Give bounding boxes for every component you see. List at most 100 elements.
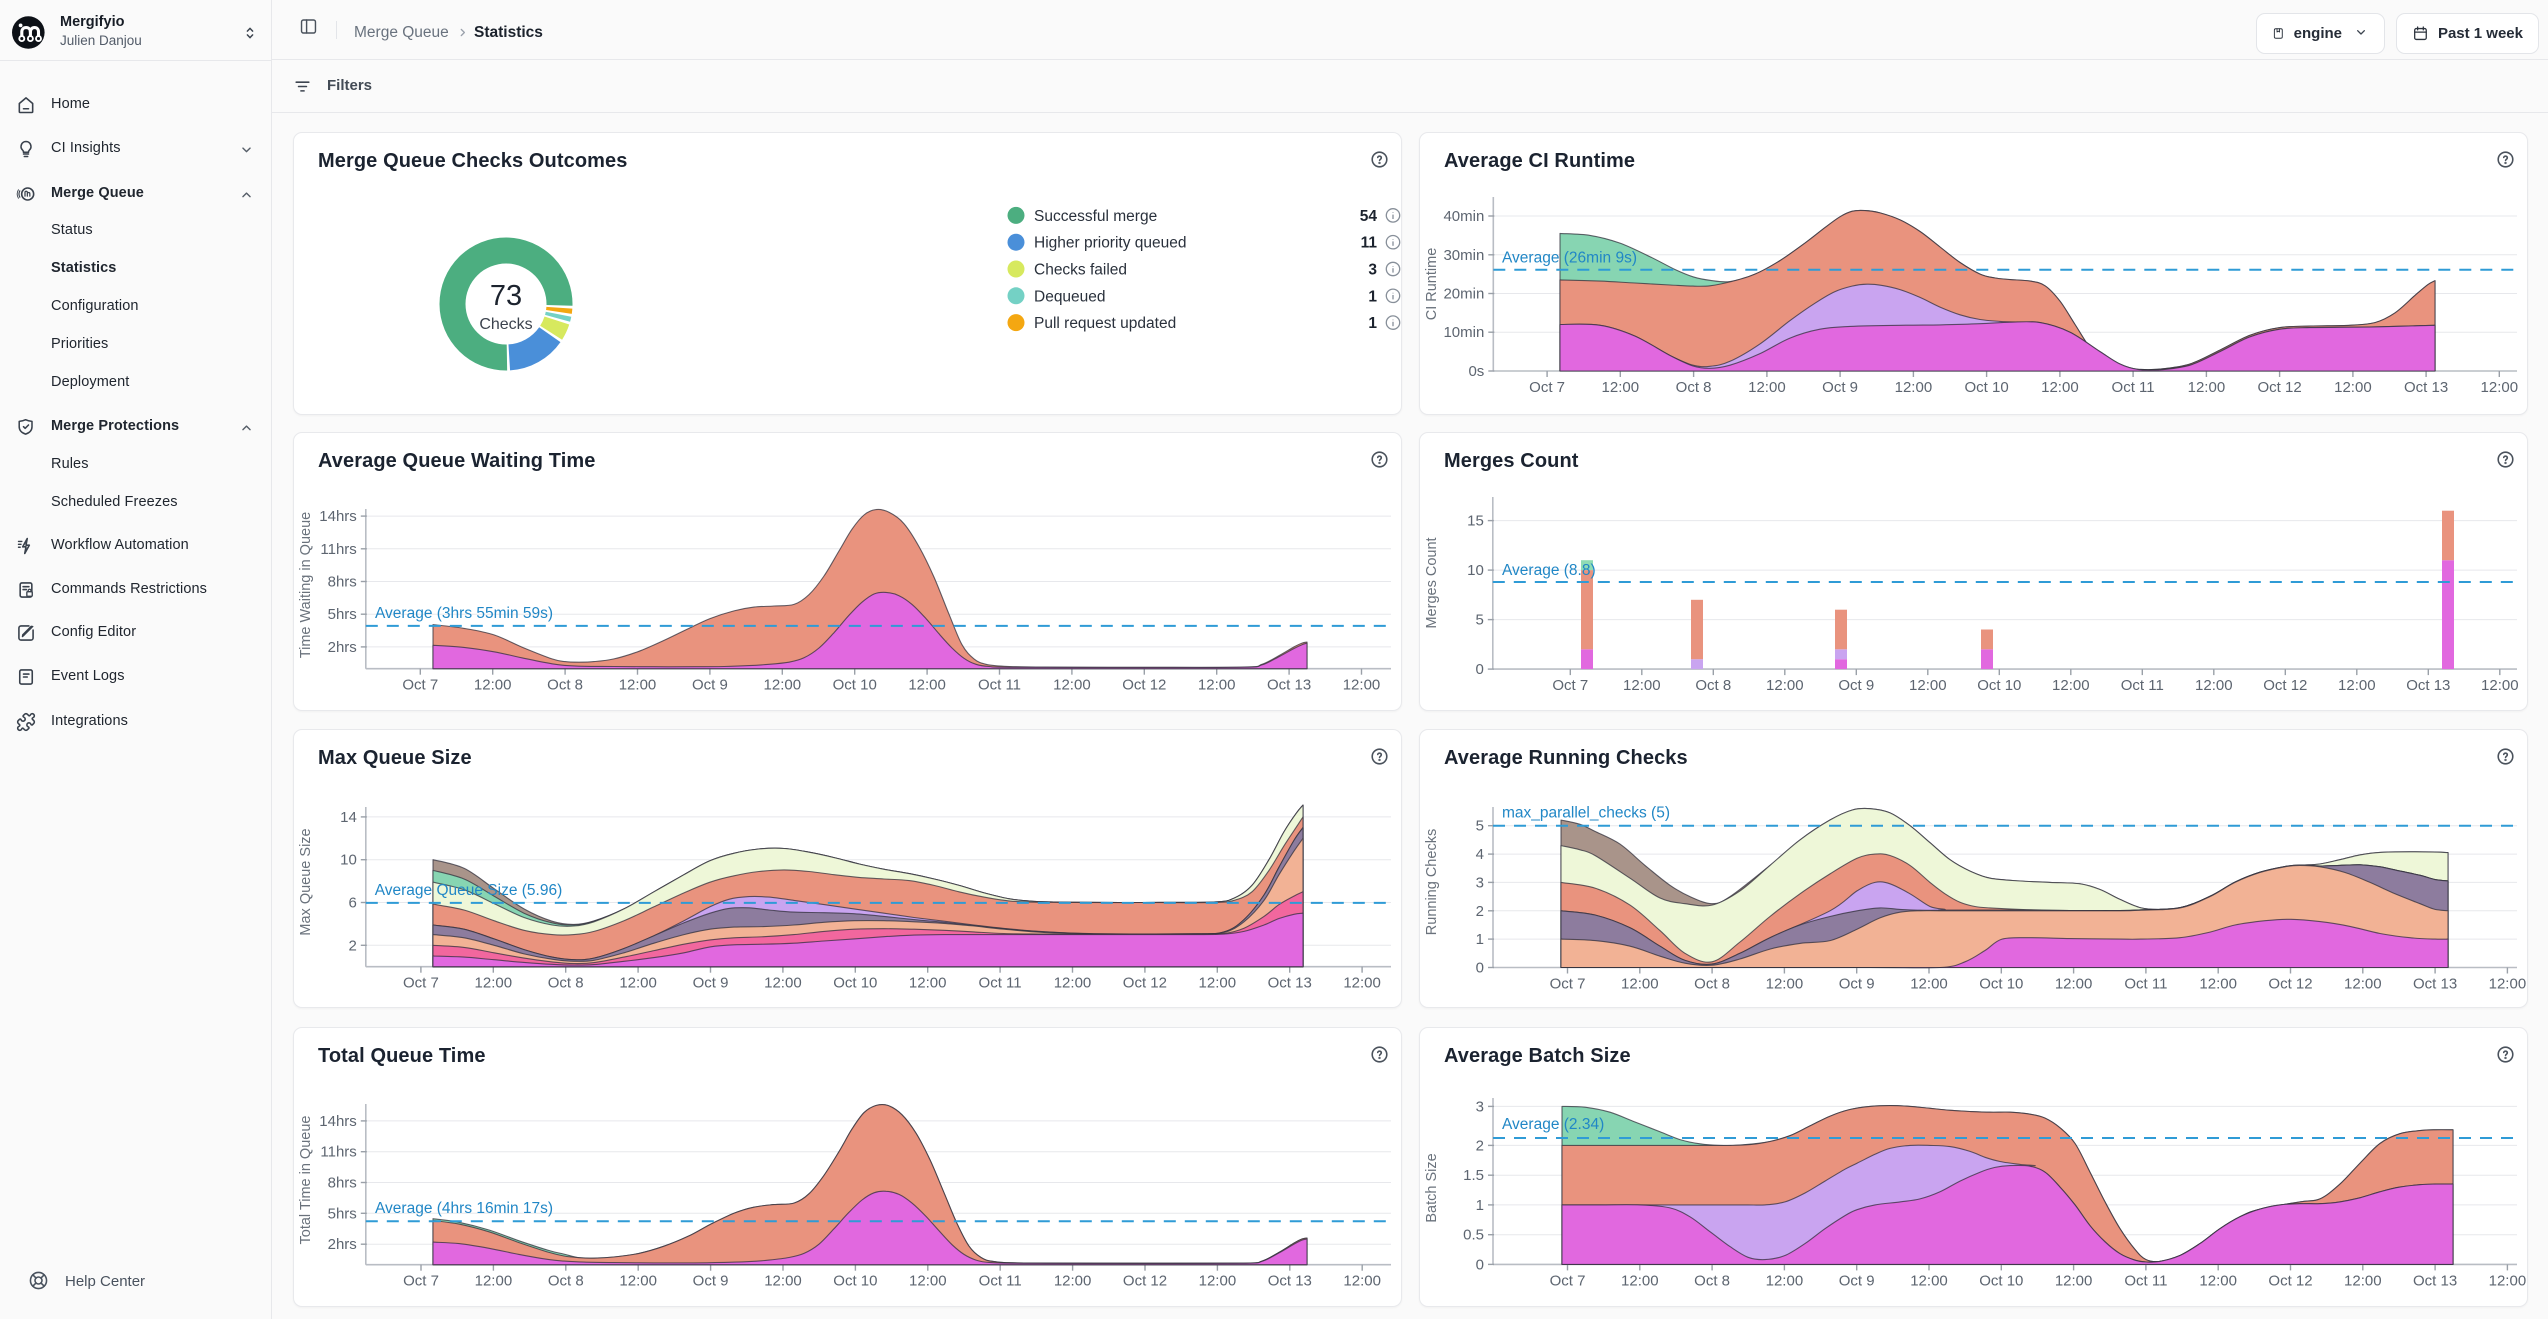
svg-text:10: 10	[340, 851, 357, 868]
svg-text:12:00: 12:00	[1766, 975, 1804, 992]
svg-text:12:00: 12:00	[1343, 974, 1381, 991]
svg-text:10: 10	[1467, 562, 1484, 579]
svg-text:3: 3	[1368, 262, 1377, 279]
svg-text:11hrs: 11hrs	[320, 1143, 356, 1160]
svg-text:Oct 13: Oct 13	[2413, 975, 2457, 992]
svg-text:Merges Count: Merges Count	[1424, 537, 1440, 628]
svg-text:Oct 11: Oct 11	[979, 974, 1022, 991]
svg-text:Oct 11: Oct 11	[2112, 379, 2155, 396]
svg-text:1: 1	[1368, 288, 1377, 305]
svg-text:12:00: 12:00	[908, 676, 946, 693]
svg-text:54: 54	[1360, 208, 1378, 225]
svg-text:20min: 20min	[1443, 286, 1484, 303]
svg-text:3: 3	[1476, 1098, 1484, 1115]
svg-text:Oct 8: Oct 8	[1694, 975, 1730, 992]
svg-text:12:00: 12:00	[2199, 1272, 2237, 1289]
svg-text:2hrs: 2hrs	[328, 638, 357, 655]
svg-text:12:00: 12:00	[909, 974, 947, 991]
svg-text:12:00: 12:00	[1766, 677, 1804, 694]
svg-text:Oct 11: Oct 11	[979, 1272, 1022, 1289]
svg-text:1.5: 1.5	[1463, 1167, 1484, 1184]
svg-text:Batch Size: Batch Size	[1424, 1153, 1440, 1222]
svg-text:8hrs: 8hrs	[328, 573, 357, 590]
svg-text:Oct 7: Oct 7	[1552, 677, 1588, 694]
svg-text:12:00: 12:00	[1766, 1272, 1804, 1289]
svg-text:Total Time in Queue: Total Time in Queue	[298, 1115, 314, 1244]
svg-text:Oct 10: Oct 10	[833, 676, 877, 693]
svg-text:Average (3hrs 55min 59s): Average (3hrs 55min 59s)	[375, 604, 553, 621]
svg-text:Oct 9: Oct 9	[1822, 379, 1858, 396]
svg-text:12:00: 12:00	[1053, 676, 1091, 693]
svg-text:12:00: 12:00	[1343, 676, 1381, 693]
svg-text:12:00: 12:00	[1623, 677, 1661, 694]
svg-text:73: 73	[490, 280, 522, 312]
svg-text:Oct 10: Oct 10	[1965, 379, 2009, 396]
svg-text:12:00: 12:00	[2199, 975, 2237, 992]
svg-text:11: 11	[1361, 235, 1378, 252]
svg-text:Oct 13: Oct 13	[1268, 1272, 1312, 1289]
svg-text:2: 2	[348, 937, 356, 954]
svg-text:Oct 7: Oct 7	[402, 676, 438, 693]
svg-text:Oct 8: Oct 8	[1695, 677, 1731, 694]
svg-text:Higher priority queued: Higher priority queued	[1034, 235, 1187, 252]
svg-text:Oct 8: Oct 8	[1694, 1272, 1730, 1289]
svg-text:Oct 10: Oct 10	[1979, 975, 2023, 992]
svg-text:12:00: 12:00	[1895, 379, 1933, 396]
svg-text:Oct 8: Oct 8	[548, 974, 584, 991]
svg-text:CI Runtime: CI Runtime	[1424, 248, 1440, 321]
svg-text:Oct 9: Oct 9	[693, 974, 729, 991]
svg-text:15: 15	[1467, 512, 1484, 529]
svg-text:1: 1	[1476, 931, 1484, 948]
svg-text:12:00: 12:00	[475, 1272, 513, 1289]
svg-text:Oct 13: Oct 13	[2413, 1272, 2457, 1289]
svg-text:12:00: 12:00	[2338, 677, 2376, 694]
svg-text:12:00: 12:00	[1621, 975, 1659, 992]
svg-text:Oct 7: Oct 7	[1550, 1272, 1586, 1289]
svg-text:12:00: 12:00	[2195, 677, 2233, 694]
svg-text:12:00: 12:00	[475, 974, 513, 991]
svg-text:12:00: 12:00	[1909, 677, 1947, 694]
svg-text:2: 2	[1476, 1137, 1484, 1154]
svg-text:Oct 9: Oct 9	[692, 676, 728, 693]
svg-text:12:00: 12:00	[1343, 1272, 1381, 1289]
svg-text:12:00: 12:00	[1910, 1272, 1948, 1289]
svg-text:0.5: 0.5	[1463, 1226, 1484, 1243]
svg-text:Max Queue Size: Max Queue Size	[298, 828, 314, 935]
svg-text:14: 14	[340, 808, 357, 825]
svg-text:12:00: 12:00	[474, 676, 512, 693]
svg-text:Oct 7: Oct 7	[1550, 975, 1586, 992]
svg-text:12:00: 12:00	[2055, 975, 2093, 992]
svg-text:5: 5	[1475, 611, 1483, 628]
svg-text:max_parallel_checks (5): max_parallel_checks (5)	[1502, 804, 1670, 821]
svg-text:Time Waiting in Queue: Time Waiting in Queue	[298, 511, 314, 657]
svg-text:14hrs: 14hrs	[319, 1112, 357, 1129]
svg-text:Oct 12: Oct 12	[1123, 1272, 1167, 1289]
svg-text:Average (8.8): Average (8.8)	[1502, 562, 1596, 579]
svg-text:Oct 12: Oct 12	[2268, 975, 2312, 992]
svg-text:Average (26min 9s): Average (26min 9s)	[1502, 250, 1637, 267]
svg-text:Oct 7: Oct 7	[403, 1272, 439, 1289]
svg-text:12:00: 12:00	[1748, 379, 1786, 396]
svg-text:1: 1	[1476, 1196, 1484, 1213]
svg-text:12:00: 12:00	[1621, 1272, 1659, 1289]
svg-text:Oct 12: Oct 12	[2268, 1272, 2312, 1289]
svg-text:Oct 7: Oct 7	[1529, 379, 1565, 396]
svg-text:12:00: 12:00	[2334, 379, 2372, 396]
svg-text:12:00: 12:00	[2344, 975, 2382, 992]
svg-text:Dequeued: Dequeued	[1034, 288, 1106, 305]
svg-text:12:00: 12:00	[2489, 975, 2527, 992]
svg-text:12:00: 12:00	[1602, 379, 1640, 396]
svg-text:12:00: 12:00	[764, 1272, 802, 1289]
svg-text:12:00: 12:00	[1054, 974, 1092, 991]
svg-text:0: 0	[1476, 959, 1484, 976]
svg-text:14hrs: 14hrs	[319, 508, 357, 525]
svg-text:Oct 10: Oct 10	[833, 1272, 877, 1289]
svg-text:Successful merge: Successful merge	[1034, 208, 1157, 225]
svg-text:2hrs: 2hrs	[328, 1236, 357, 1253]
svg-text:0: 0	[1476, 1256, 1484, 1273]
svg-text:12:00: 12:00	[619, 1272, 657, 1289]
svg-text:12:00: 12:00	[2188, 379, 2226, 396]
svg-text:0s: 0s	[1468, 363, 1484, 380]
svg-text:Oct 13: Oct 13	[1268, 974, 1312, 991]
svg-text:5hrs: 5hrs	[328, 606, 357, 623]
